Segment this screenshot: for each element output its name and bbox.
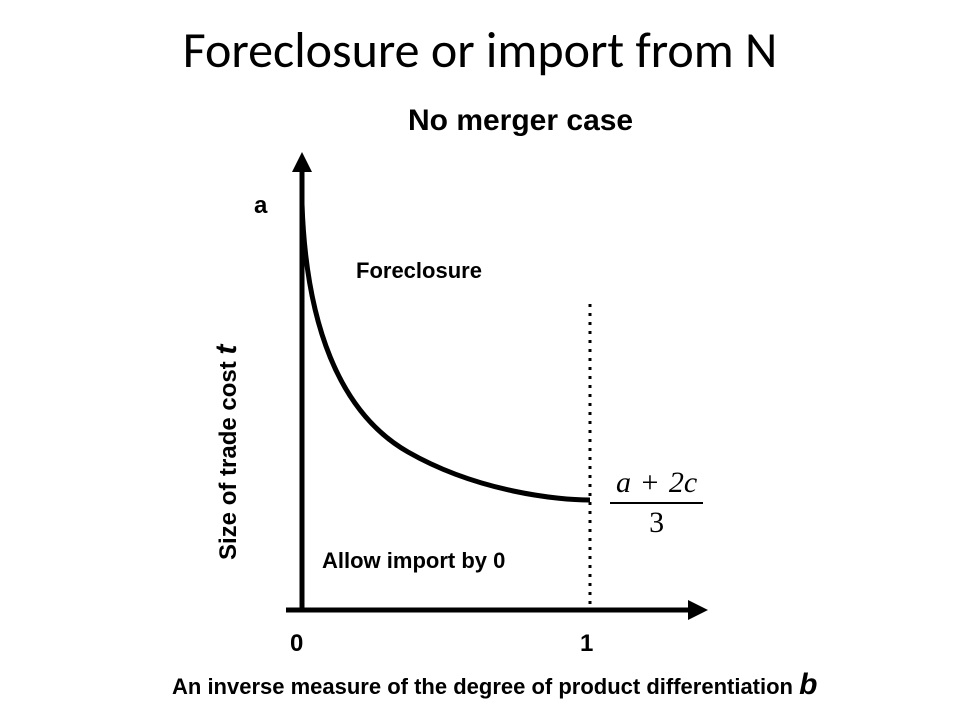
slide: Foreclosure or import from N No merger c… [0,0,960,720]
formula-denominator: 3 [610,504,703,540]
tick-0: 0 [290,630,303,658]
x-axis-arrow-icon [688,600,708,620]
plus-icon: + [631,466,669,499]
formula-num-a: a [616,466,631,499]
y-axis-arrow-icon [292,152,312,172]
x-axis-label-text: An inverse measure of the degree of prod… [172,674,799,699]
formula-numerator: a + 2c [610,466,703,504]
tick-1: 1 [580,630,593,658]
x-axis-label: An inverse measure of the degree of prod… [172,668,817,702]
region-foreclosure: Foreclosure [356,258,482,284]
threshold-curve [302,204,590,500]
y-axis-label-text: Size of trade cost [215,355,242,560]
region-allow-import: Allow import by 0 [322,548,505,574]
formula-num-2c: 2c [669,466,697,499]
tick-a: a [254,192,267,220]
slide-title: Foreclosure or import from N [0,20,960,81]
y-axis-label-var: t [210,345,243,355]
x-axis-label-var: b [799,668,817,701]
formula-a2c-over-3: a + 2c 3 [610,466,703,540]
y-axis-label: Size of trade cost t [210,345,244,560]
subtitle-no-merger: No merger case [408,104,633,138]
